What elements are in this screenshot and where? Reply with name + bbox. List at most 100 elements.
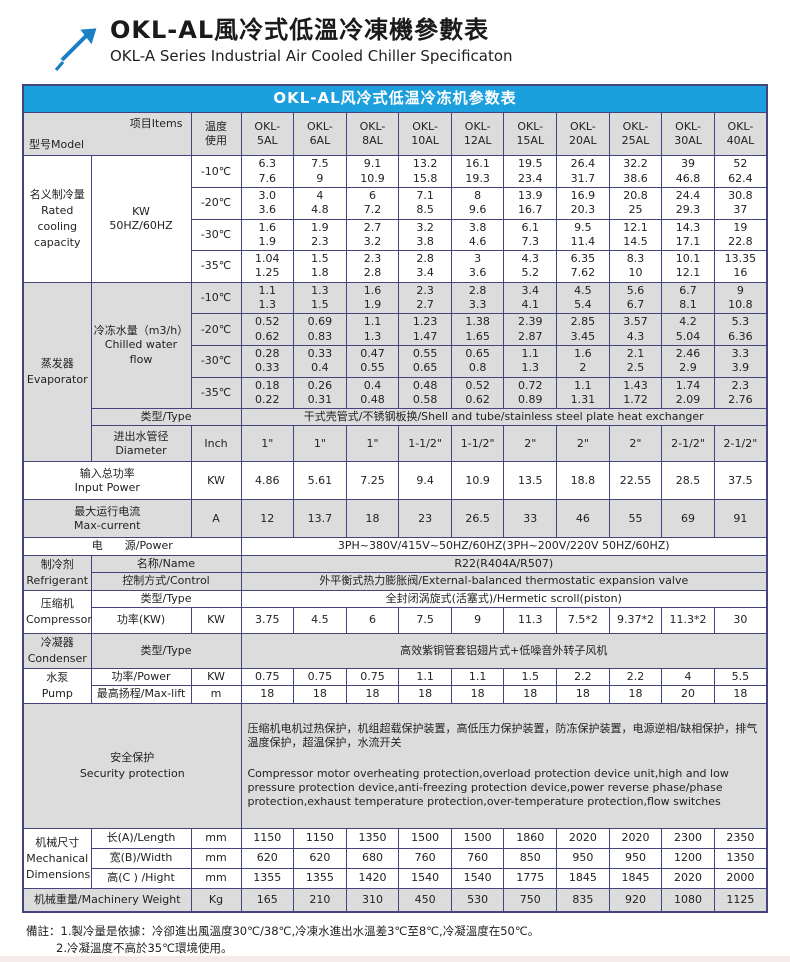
compressor-type-value: 全封闭涡旋式(活塞式)/Hermetic scroll(piston) — [240, 589, 768, 608]
value-cell: 2" — [608, 425, 663, 463]
value-cell: 0.52 0.62 — [450, 376, 505, 410]
value-cell: 2350 — [713, 828, 768, 850]
value-cell: 0.69 0.83 — [293, 313, 347, 346]
temp-cell: -20℃ — [190, 186, 242, 220]
value-cell: 8 9.6 — [450, 186, 505, 220]
value-cell: 2.39 2.87 — [503, 313, 558, 346]
row-cooling-minus35: -35℃ 1.04 1.25 1.5 1.8 2.3 2.8 2.8 3.4 3 3.6… — [23, 250, 768, 283]
temp-cell: -10℃ — [190, 155, 242, 188]
value-cell: 9 10.8 — [713, 281, 768, 315]
value-cell: 0.26 0.31 — [293, 376, 347, 410]
value-cell: 30 — [713, 606, 768, 634]
dim-width-unit: mm — [190, 848, 242, 870]
row-pump-power: 水泵 Pump 功率/Power KW 0.75 0.75 0.75 1.1 1.1 1.… — [22, 667, 768, 704]
value-cell: 33 — [503, 499, 558, 539]
value-cell: 750 — [503, 888, 558, 913]
value-cell: 13.5 — [503, 461, 558, 501]
note-line: 備註：1.製冷量是依據：冷卻進出風溫度30℃/38℃,冷凍水進出水溫差3℃至8℃… — [26, 923, 540, 938]
model-header-cell: OKL- 12AL — [450, 111, 505, 157]
dim-width-label: 宽(B)/Width — [90, 848, 192, 870]
value-cell: 69 — [661, 499, 715, 539]
value-cell: 0.52 0.62 — [240, 313, 295, 346]
value-cell: 1.1 — [450, 667, 505, 687]
value-cell: 1150 — [240, 828, 295, 850]
model-header-cell: OKL- 40AL — [713, 111, 768, 157]
model-items-diagonal-cell: 型号Model 项目Items — [22, 111, 192, 157]
value-cell: 13.9 16.7 — [503, 186, 558, 220]
value-cell: 1.6 2 — [556, 344, 610, 378]
value-cell: 3.4 4.1 — [503, 281, 558, 315]
value-cell: 3.8 4.6 — [450, 218, 505, 252]
temp-cell: -20℃ — [190, 313, 242, 346]
row-dim-height: 高(C ) /Hight mm 1355 1355 1420 1540 1540 1775… — [23, 868, 768, 890]
section-label-condenser: 冷凝器 Condenser — [22, 632, 92, 669]
dim-length-label: 长(A)/Length — [90, 828, 192, 850]
section-label-pump: 水泵 Pump — [22, 667, 92, 704]
value-cell: 18 — [293, 685, 347, 704]
temp-cell: -10℃ — [190, 281, 242, 315]
value-cell: 2.46 2.9 — [661, 344, 715, 378]
page-header: OKL-AL風冷式低溫冷凍機參數表 OKL-A Series Industria… — [0, 0, 790, 80]
value-cell: 1775 — [503, 868, 558, 890]
value-cell: 7.1 8.5 — [398, 186, 452, 220]
row-condenser-type: 冷凝器 Condenser 类型/Type 高效紫铜管套铝翅片式+低噪音外转子风… — [22, 632, 768, 669]
value-cell: 5.61 — [293, 461, 347, 501]
value-cell: 1.5 1.8 — [293, 250, 347, 283]
value-cell: 13.2 15.8 — [398, 155, 452, 188]
note-line: 2.冷凝溫度不高於35℃環境使用。 — [56, 941, 233, 956]
value-cell: 3.57 4.3 — [608, 313, 663, 346]
value-cell: 2-1/2" — [661, 425, 715, 463]
row-pump-lift: 最高扬程/Max-lift m 18 18 18 18 18 18 18 18 20 18 — [23, 685, 768, 704]
value-cell: 0.55 0.65 — [398, 344, 452, 378]
value-cell: 3.75 — [240, 606, 295, 634]
value-cell: 2.3 2.7 — [398, 281, 452, 315]
value-cell: 19 22.8 — [713, 218, 768, 252]
value-cell: 19.5 23.4 — [503, 155, 558, 188]
value-cell: 0.75 — [293, 667, 347, 687]
value-cell: 1.43 1.72 — [608, 376, 663, 410]
value-cell: 9.37*2 — [608, 606, 663, 634]
power-supply-value: 3PH~380V/415V~50HZ/60HZ(3PH~200V/220V 50… — [240, 537, 768, 556]
value-cell: 1420 — [345, 868, 400, 890]
row-refrigerant-name: 制冷剂 Refrigerant 名称/Name R22(R404A/R507) — [22, 554, 768, 591]
value-cell: 950 — [556, 848, 610, 870]
value-cell: 2.1 2.5 — [608, 344, 663, 378]
value-cell: 20.8 25 — [608, 186, 663, 220]
value-cell: 39 46.8 — [661, 155, 715, 188]
value-cell: 2" — [503, 425, 558, 463]
row-evap-minus10: 蒸发器 Evaporator 冷冻水量（m3/h） Chilled water … — [22, 281, 768, 463]
row-power-supply: 电 源/Power 3PH~380V/415V~50HZ/60HZ(3PH~20… — [22, 537, 768, 556]
row-max-current: 最大运行电流 Max-current A 12 13.7 18 23 26.5 33 46 5… — [22, 499, 768, 539]
compressor-power-unit: KW — [190, 606, 242, 634]
row-security-protection: 安全保护 Security protection 压缩机电机过热保护，机组超载保… — [22, 702, 768, 830]
value-cell: 18 — [556, 685, 610, 704]
value-cell: 1355 — [293, 868, 347, 890]
value-cell: 9.1 10.9 — [345, 155, 400, 188]
temp-cell: -30℃ — [190, 218, 242, 252]
value-cell: 22.55 — [608, 461, 663, 501]
model-header-cell: OKL- 5AL — [240, 111, 295, 157]
items-label: 项目Items — [129, 116, 183, 130]
section-label-evaporator: 蒸发器 Evaporator — [22, 281, 92, 463]
value-cell: 18 — [398, 685, 452, 704]
security-text-zh: 压缩机电机过热保护，机组超载保护装置，高低压力保护装置，防冻保护装置，电源逆相/… — [247, 721, 758, 750]
value-cell: 12 — [240, 499, 295, 539]
value-cell: 1540 — [398, 868, 452, 890]
input-power-label: 输入总功率 Input Power — [22, 461, 192, 501]
value-cell: 2020 — [608, 828, 663, 850]
value-cell: 4.5 5.4 — [556, 281, 610, 315]
evap-type-label: 类型/Type — [90, 408, 242, 427]
value-cell: 6.7 8.1 — [661, 281, 715, 315]
table-header-row: 型号Model 项目Items 温度 使用 OKL- 5AL OKL- 6AL OK… — [22, 111, 768, 157]
value-cell: 18.8 — [556, 461, 610, 501]
value-cell: 1355 — [240, 868, 295, 890]
model-header-cell: OKL- 25AL — [608, 111, 663, 157]
page-title: OKL-AL風冷式低溫冷凍機參數表 — [110, 16, 490, 44]
value-cell: 1.1 — [398, 667, 452, 687]
dim-length-unit: mm — [190, 828, 242, 850]
value-cell: 760 — [450, 848, 505, 870]
refrigerant-control-label: 控制方式/Control — [90, 572, 242, 591]
value-cell: 5.6 6.7 — [608, 281, 663, 315]
value-cell: 7.5 — [398, 606, 452, 634]
brand-arrow-icon — [54, 28, 97, 72]
